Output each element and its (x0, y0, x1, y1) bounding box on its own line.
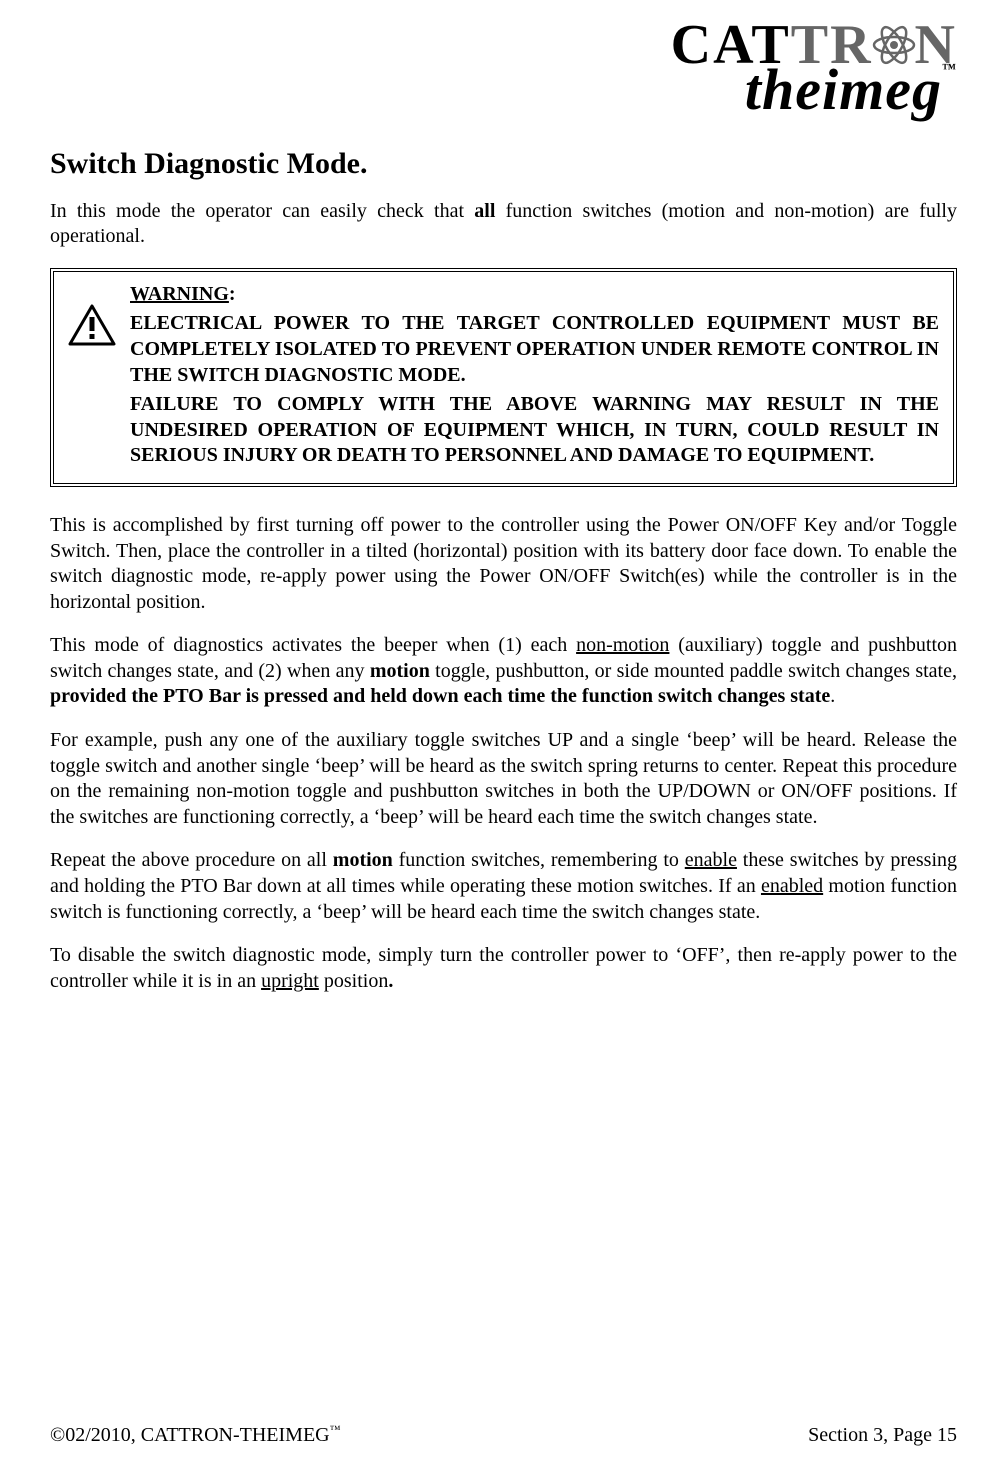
disable-s1: To disable the switch diagnostic mode, s… (50, 944, 957, 992)
brand-logo: CATTRN theimeg™ (50, 20, 957, 117)
repeat-u1: enable (685, 849, 737, 871)
warning-p2: FAILURE TO COMPLY WITH THE ABOVE WARNING… (130, 392, 939, 469)
repeat-u2: enabled (761, 875, 823, 897)
repeat-b1: motion (333, 849, 393, 871)
warning-icon (68, 304, 116, 351)
disable-b1: . (388, 970, 393, 992)
disable-u1: upright (261, 970, 319, 992)
mode-b2: provided the PTO Bar is pressed and held… (50, 685, 830, 707)
footer-left-text: ©02/2010, CATTRON-THEIMEG (50, 1424, 330, 1446)
intro-pre: In this mode the operator can easily che… (50, 200, 474, 222)
logo-tm: ™ (942, 62, 957, 77)
setup-paragraph: This is accomplished by first turning of… (50, 513, 957, 615)
warning-text: WARNING: ELECTRICAL POWER TO THE TARGET … (130, 282, 939, 473)
disable-s2: position (319, 970, 388, 992)
footer-right: Section 3, Page 15 (808, 1424, 957, 1447)
logo-theimeg: theimeg™ (50, 64, 957, 116)
warning-colon: : (229, 283, 236, 305)
footer-left: ©02/2010, CATTRON-THEIMEG™ (50, 1424, 340, 1447)
warning-box: WARNING: ELECTRICAL POWER TO THE TARGET … (50, 268, 957, 487)
mode-b1: motion (370, 660, 430, 682)
mode-s1: This mode of diagnostics activates the b… (50, 634, 576, 656)
example-paragraph: For example, push any one of the auxilia… (50, 728, 957, 830)
page-title: Switch Diagnostic Mode. (50, 147, 957, 181)
disable-paragraph: To disable the switch diagnostic mode, s… (50, 943, 957, 994)
mode-s4: . (830, 685, 835, 707)
repeat-s1: Repeat the above procedure on all (50, 849, 333, 871)
mode-u1: non-motion (576, 634, 669, 656)
warning-p1: ELECTRICAL POWER TO THE TARGET CONTROLLE… (130, 311, 939, 388)
warning-label: WARNING (130, 283, 229, 305)
intro-paragraph: In this mode the operator can easily che… (50, 199, 957, 250)
footer-tm: ™ (330, 1424, 341, 1436)
repeat-paragraph: Repeat the above procedure on all motion… (50, 848, 957, 925)
repeat-s2: function switches, remembering to (393, 849, 685, 871)
atom-icon (871, 22, 917, 68)
intro-bold: all (474, 200, 495, 222)
mode-s3: toggle, pushbutton, or side mounted padd… (430, 660, 957, 682)
mode-paragraph: This mode of diagnostics activates the b… (50, 633, 957, 710)
page-footer: ©02/2010, CATTRON-THEIMEG™ Section 3, Pa… (50, 1424, 957, 1447)
